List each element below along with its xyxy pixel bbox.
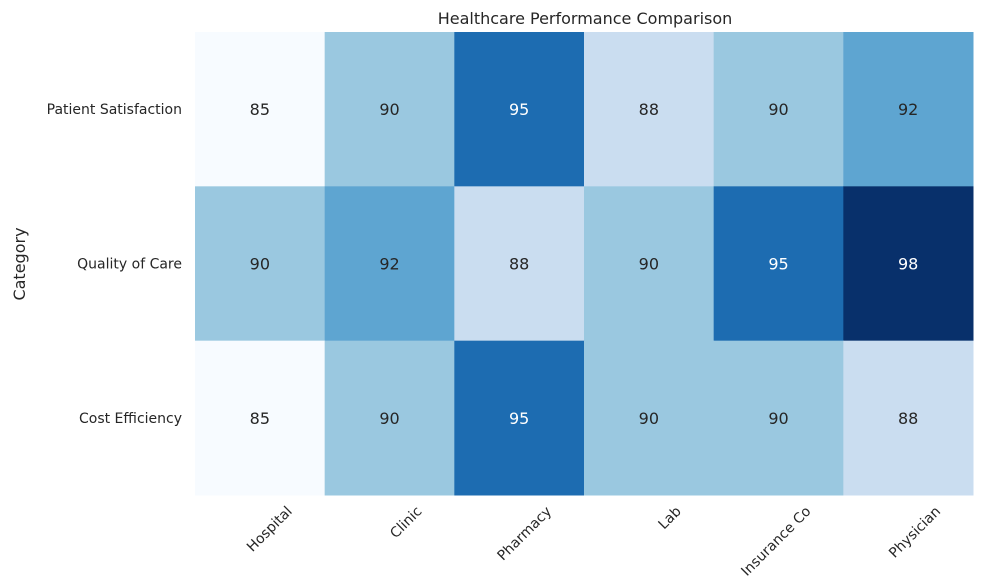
heatmap-cell: [843, 340, 974, 496]
x-tick-label: Clinic: [387, 504, 425, 542]
x-tick-label: Insurance Co: [738, 504, 814, 580]
y-tick-label: Cost Efficiency: [79, 411, 182, 427]
cell-value-label: 88: [509, 255, 529, 274]
cell-value-label: 88: [639, 100, 659, 119]
heatmap-cell: [195, 32, 326, 187]
x-tick-labels: Hospital Clinic Pharmacy Lab Insurance Co Phy…: [244, 504, 944, 580]
cell-value-label: 95: [509, 409, 529, 428]
heatmap-cell: [195, 186, 326, 342]
cell-value-label: 85: [250, 409, 270, 428]
heatmap-cell: [713, 32, 844, 187]
x-tick-label: Physician: [886, 504, 944, 562]
heatmap-cell: [584, 32, 715, 187]
y-tick-label: Quality of Care: [77, 257, 182, 273]
heatmap-cells: [195, 32, 974, 496]
cell-value-label: 90: [379, 409, 399, 428]
cell-value-label: 90: [768, 100, 788, 119]
cell-value-label: 90: [639, 409, 659, 428]
y-axis-label: Category: [10, 227, 29, 300]
heatmap-cell: [324, 186, 455, 342]
cell-value-label: 92: [379, 255, 399, 274]
heatmap-cell: [324, 340, 455, 496]
cell-value-label: 90: [768, 409, 788, 428]
cell-value-label: 92: [898, 100, 918, 119]
heatmap-cell: [454, 186, 585, 342]
heatmap-cell: [324, 32, 455, 187]
cell-value-label: 98: [898, 255, 918, 274]
cell-value-labels: 85 90 95 88 90 92 90 92 88 90 95 98 85 90 95 90 90 88: [250, 100, 919, 428]
heatmap-cell: [454, 32, 585, 187]
heatmap-cell: [195, 340, 326, 496]
cell-value-label: 90: [639, 255, 659, 274]
cell-value-label: 95: [509, 100, 529, 119]
chart-title: Healthcare Performance Comparison: [438, 9, 733, 28]
heatmap-cell: [713, 186, 844, 342]
y-tick-label: Patient Satisfaction: [47, 102, 182, 118]
heatmap-cell: [843, 32, 974, 187]
cell-value-label: 95: [768, 255, 788, 274]
x-tick-label: Pharmacy: [495, 504, 556, 565]
cell-value-label: 85: [250, 100, 270, 119]
heatmap-cell: [713, 340, 844, 496]
heatmap-cell: [584, 340, 715, 496]
x-tick-label: Hospital: [244, 504, 296, 556]
heatmap-cell: [454, 340, 585, 496]
y-tick-labels: Patient Satisfaction Quality of Care Cost …: [47, 102, 182, 427]
cell-value-label: 90: [250, 255, 270, 274]
cell-value-label: 88: [898, 409, 918, 428]
heatmap-cell: [843, 186, 974, 342]
cell-value-label: 90: [379, 100, 399, 119]
x-tick-label: Lab: [656, 504, 685, 533]
heatmap-cell: [584, 186, 715, 342]
